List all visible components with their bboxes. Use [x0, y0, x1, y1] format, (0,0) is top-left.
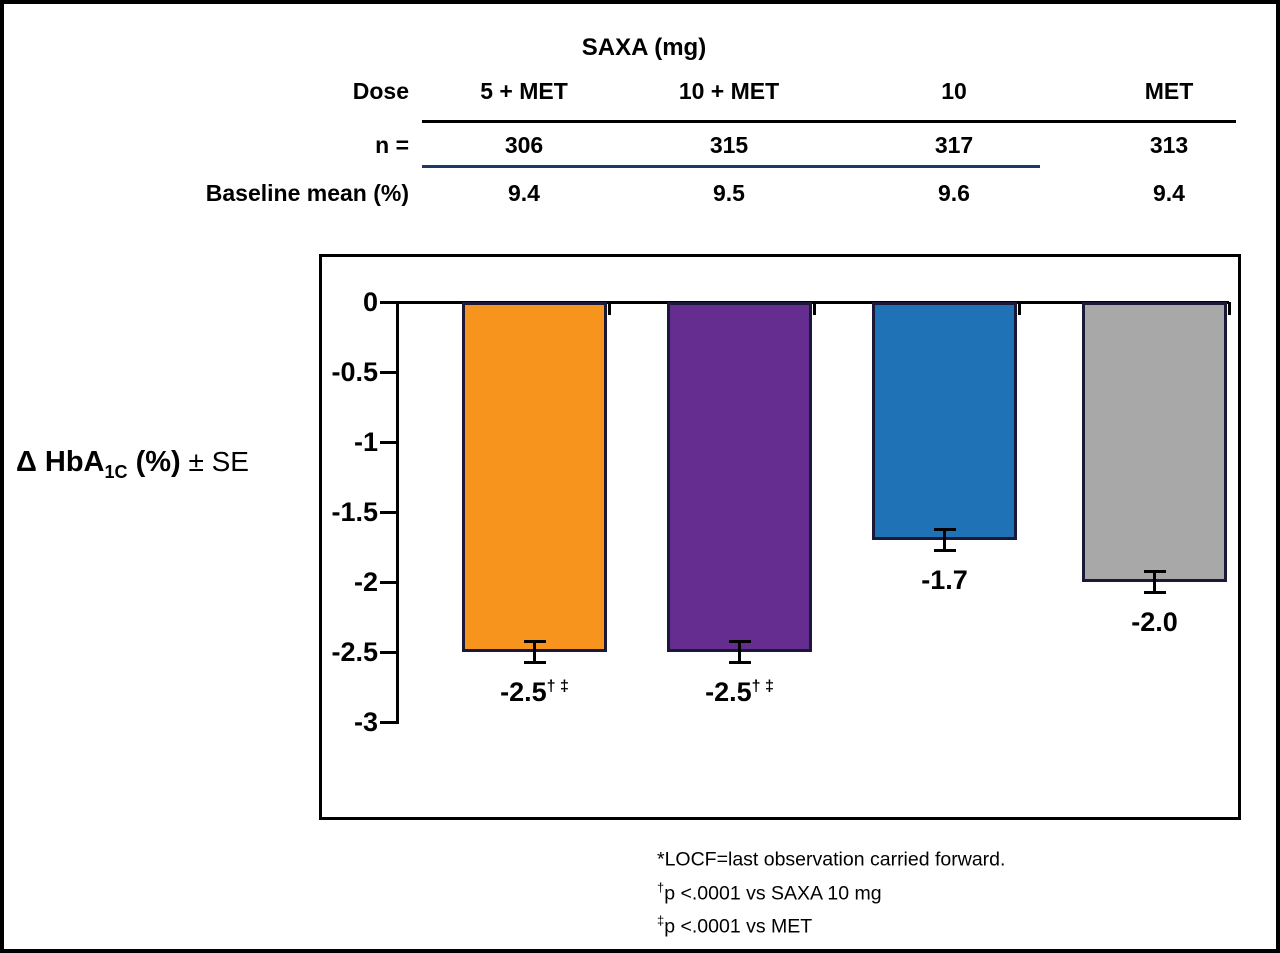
bar-value: -1.7 [921, 565, 968, 596]
n-col-3: 317 [934, 132, 974, 158]
y-tick-mark [380, 441, 398, 444]
y-axis-title-mid: (%) [127, 446, 181, 478]
y-tick-label: 0 [362, 287, 378, 317]
error-bar-stem [738, 640, 741, 664]
y-tick-mark [380, 581, 398, 584]
error-bar-stem [533, 640, 536, 664]
table-divider-top [422, 120, 1236, 123]
bar-value-label: -2.0 [1065, 607, 1245, 638]
footnote-locf: *LOCF=last observation carried forward. [657, 840, 1005, 874]
footnote-text: *LOCF=last observation carried forward. [657, 848, 1006, 871]
bar-3 [872, 302, 1017, 540]
x-tick-mark [813, 302, 816, 315]
table-title: SAXA (mg) [581, 34, 707, 61]
y-tick-mark [380, 301, 398, 304]
error-bar-stem [1153, 570, 1156, 594]
error-bar-cap-bottom [728, 661, 751, 665]
error-bar-cap-top [1143, 569, 1166, 573]
y-tick-label: -2.5 [331, 637, 378, 667]
bar-1 [462, 302, 607, 652]
y-axis-title-suffix: ± SE [180, 446, 249, 477]
x-tick-mark [608, 302, 611, 315]
y-tick-mark [380, 371, 398, 374]
bar-value: -2.5 [500, 677, 547, 708]
baseline-col-4: 9.4 [1153, 180, 1185, 206]
footnote-marker: † [657, 879, 665, 895]
x-tick-mark [1228, 302, 1231, 315]
y-tick-label: -0.5 [331, 357, 378, 387]
baseline-col-1: 9.4 [508, 180, 540, 206]
footnote-text: p <.0001 vs SAXA 10 mg [664, 882, 882, 904]
n-col-4: 313 [1149, 132, 1189, 158]
error-bar-stem [943, 528, 946, 552]
significance-marker: † ‡ [751, 678, 774, 696]
n-col-2: 315 [709, 132, 749, 158]
y-tick-label: -1.5 [331, 497, 378, 527]
y-tick-label: -2 [353, 567, 378, 597]
bar-value: -2.5 [705, 677, 752, 708]
table-divider-bottom [422, 165, 1040, 168]
footnote-text: p <.0001 vs MET [664, 915, 813, 938]
error-bar-cap-bottom [933, 549, 956, 553]
footnote-dagger: †p <.0001 vs SAXA 10 mg [657, 874, 1005, 908]
footnotes: *LOCF=last observation carried forward. … [657, 840, 1005, 941]
row-label-baseline: Baseline mean (%) [205, 180, 409, 206]
y-tick-label: -1 [353, 427, 378, 457]
error-bar-cap-bottom [1143, 591, 1166, 595]
y-axis-title-subscript: 1C [104, 461, 128, 482]
dose-col-3: 10 [941, 78, 967, 104]
y-axis-title: Δ HbA1C (%) ± SE [16, 446, 249, 483]
footnote-double-dagger: ‡p <.0001 vs MET [657, 907, 1005, 941]
error-bar-cap-top [523, 639, 546, 643]
error-bar-cap-top [728, 639, 751, 643]
significance-marker: † ‡ [546, 678, 569, 696]
y-tick-label: -3 [353, 707, 378, 737]
baseline-col-3: 9.6 [938, 180, 970, 206]
bar-value-label: -2.5† ‡ [650, 677, 830, 708]
bar-4 [1082, 302, 1227, 582]
error-bar-cap-bottom [523, 661, 546, 665]
x-tick-mark [1018, 302, 1021, 315]
y-tick-mark [380, 651, 398, 654]
bar-value: -2.0 [1131, 607, 1178, 638]
bar-value-label: -2.5† ‡ [445, 677, 625, 708]
footnote-marker: ‡ [657, 913, 665, 928]
bar-value-label: -1.7 [855, 565, 1035, 596]
n-col-1: 306 [504, 132, 544, 158]
y-tick-mark [380, 511, 398, 514]
row-label-n: n = [375, 132, 409, 158]
x-axis-line [396, 301, 1229, 304]
dose-col-4: MET [1144, 78, 1194, 104]
bar-2 [667, 302, 812, 652]
error-bar-cap-top [933, 527, 956, 531]
y-axis-title-main: Δ HbA [16, 446, 105, 478]
row-label-dose: Dose [352, 78, 409, 104]
plot-area: 0 -0.5 -1 -1.5 -2 -2.5 -3 -2.5† ‡ -2.5† ‡ -1.7 -2.… [319, 254, 1241, 820]
dose-col-1: 5 + MET [480, 78, 568, 104]
baseline-col-2: 9.5 [713, 180, 745, 206]
dose-col-2: 10 + MET [678, 78, 780, 104]
y-tick-mark [380, 721, 398, 724]
